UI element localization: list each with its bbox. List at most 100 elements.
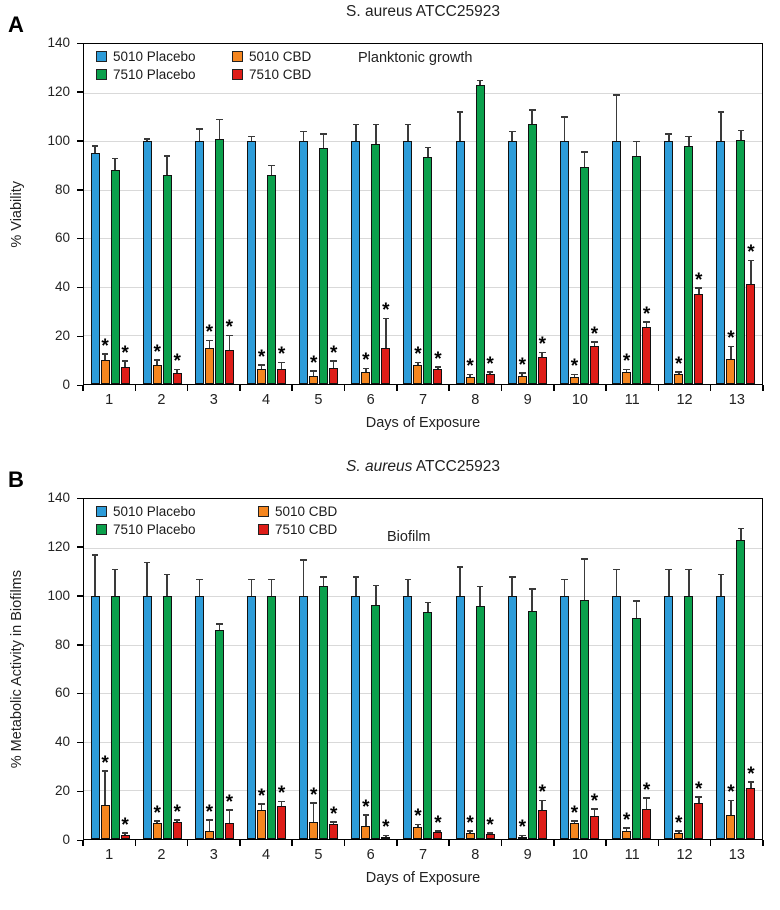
- bar-slot: *: [537, 44, 547, 384]
- error-bar: [427, 602, 429, 612]
- bar-group-day-5: * *: [293, 499, 345, 839]
- bar-7510-cbd-day-6: [381, 347, 391, 384]
- error-bar-cap: [508, 130, 516, 133]
- legend-item-7510-placebo: 7510 Placebo: [96, 67, 218, 82]
- bar-group-day-4: * *: [240, 499, 292, 839]
- bar-5010-placebo-day-7: [403, 141, 413, 384]
- bar-5010-cbd-day-3: [204, 830, 214, 839]
- y-tick-mark: [77, 497, 83, 499]
- bar-slot: *: [413, 44, 423, 384]
- x-tick-label-day-8: 8: [471, 392, 480, 408]
- x-tick-mark: [134, 840, 137, 846]
- error-bar: [280, 801, 283, 807]
- significance-asterisk: *: [695, 270, 703, 292]
- bar-slot: *: [224, 44, 234, 384]
- error-bar-cap: [613, 94, 620, 96]
- bar-5010-placebo-day-5: [299, 141, 309, 384]
- error-bar-cap: [382, 317, 390, 320]
- gridline: [84, 141, 762, 143]
- error-bar-cap: [717, 573, 725, 576]
- bar-5010-cbd-day-7: [413, 364, 423, 384]
- bar-slot: [319, 44, 329, 384]
- legend-label: 5010 Placebo: [113, 504, 196, 519]
- error-bar-cap: [382, 834, 390, 837]
- legend-swatch-7510-placebo: [96, 524, 107, 535]
- error-bar-cap: [320, 133, 327, 135]
- error-bar: [417, 824, 419, 827]
- error-bar-cap: [372, 584, 380, 587]
- y-tick-mark: [77, 91, 83, 93]
- significance-asterisk: *: [101, 753, 109, 774]
- x-tick-mark: [343, 385, 346, 391]
- error-bar-cap: [216, 118, 223, 121]
- x-axis-tick-labels: 1 2 3 4 5 6 7 8 9 10 11 12 13: [83, 392, 763, 412]
- error-bar: [469, 374, 471, 377]
- gridline: [84, 596, 762, 598]
- bar-7510-placebo-day-13: [736, 540, 746, 839]
- error-bar: [312, 370, 315, 376]
- bar-7510-placebo-day-6: [371, 604, 381, 839]
- error-bar-cap: [424, 601, 432, 604]
- error-bar-cap: [404, 578, 412, 581]
- significance-asterisk: *: [434, 349, 442, 370]
- significance-asterisk: *: [329, 342, 338, 364]
- y-tick-mark: [77, 741, 83, 744]
- error-bar-cap: [727, 799, 735, 802]
- error-bar-cap: [665, 133, 673, 135]
- significance-asterisk: *: [257, 346, 266, 368]
- error-bar: [332, 822, 335, 825]
- x-tick-label-day-2: 2: [157, 392, 166, 408]
- error-bar: [740, 528, 742, 541]
- bar-5010-cbd-day-1: [100, 359, 110, 384]
- bar-7510-cbd-day-6: [381, 836, 391, 839]
- significance-asterisk: *: [642, 304, 651, 326]
- error-bar-cap: [300, 559, 307, 561]
- error-bar-cap: [206, 339, 213, 342]
- bar-5010-cbd-day-8: [465, 832, 475, 839]
- x-axis-tick-marks: [82, 385, 764, 393]
- error-bar-cap: [561, 116, 568, 118]
- bar-7510-placebo-day-9: [527, 124, 537, 384]
- error-bar-cap: [121, 832, 129, 834]
- gridline: [84, 92, 762, 94]
- bar-slot: [455, 499, 465, 839]
- significance-asterisk: *: [486, 814, 494, 836]
- error-bar: [218, 624, 221, 631]
- error-bar-cap: [372, 123, 380, 126]
- bar-slot: [579, 44, 589, 384]
- gridline: [84, 189, 762, 191]
- bar-7510-cbd-day-4: [277, 369, 287, 384]
- error-bar-cap: [571, 373, 578, 376]
- error-bar: [407, 579, 409, 597]
- bar-5010-cbd-day-5: [309, 822, 319, 839]
- significance-asterisk: *: [382, 300, 390, 322]
- legend-swatch-7510-placebo: [96, 69, 107, 80]
- error-bar: [166, 574, 168, 597]
- error-bar-cap: [623, 368, 630, 371]
- error-bar-cap: [91, 554, 99, 556]
- bar-5010-cbd-day-6: [361, 371, 371, 384]
- error-bar: [208, 819, 211, 831]
- x-tick-mark: [553, 840, 555, 846]
- significance-asterisk: *: [466, 356, 474, 378]
- error-bar-cap: [300, 130, 307, 133]
- x-axis-label: Days of Exposure: [365, 415, 481, 431]
- error-bar: [250, 579, 253, 597]
- x-tick-mark: [82, 840, 84, 846]
- gridline: [84, 693, 762, 695]
- bar-slot: [247, 499, 257, 839]
- significance-asterisk: *: [570, 356, 579, 378]
- error-bar-cap: [163, 155, 171, 157]
- bar-7510-cbd-day-2: [172, 822, 182, 839]
- bar-slot: [559, 44, 569, 384]
- x-tick-mark: [500, 840, 503, 846]
- error-bar: [563, 116, 566, 142]
- x-tick-mark: [239, 840, 241, 846]
- x-tick-label-day-7: 7: [418, 392, 428, 408]
- error-bar: [645, 797, 648, 809]
- legend-swatch-7510-cbd: [258, 524, 269, 535]
- error-bar: [469, 830, 471, 833]
- bar-5010-cbd-day-11: [622, 371, 632, 384]
- error-bar: [625, 369, 628, 372]
- chart-title: S. aureus ATCC25923: [83, 3, 763, 21]
